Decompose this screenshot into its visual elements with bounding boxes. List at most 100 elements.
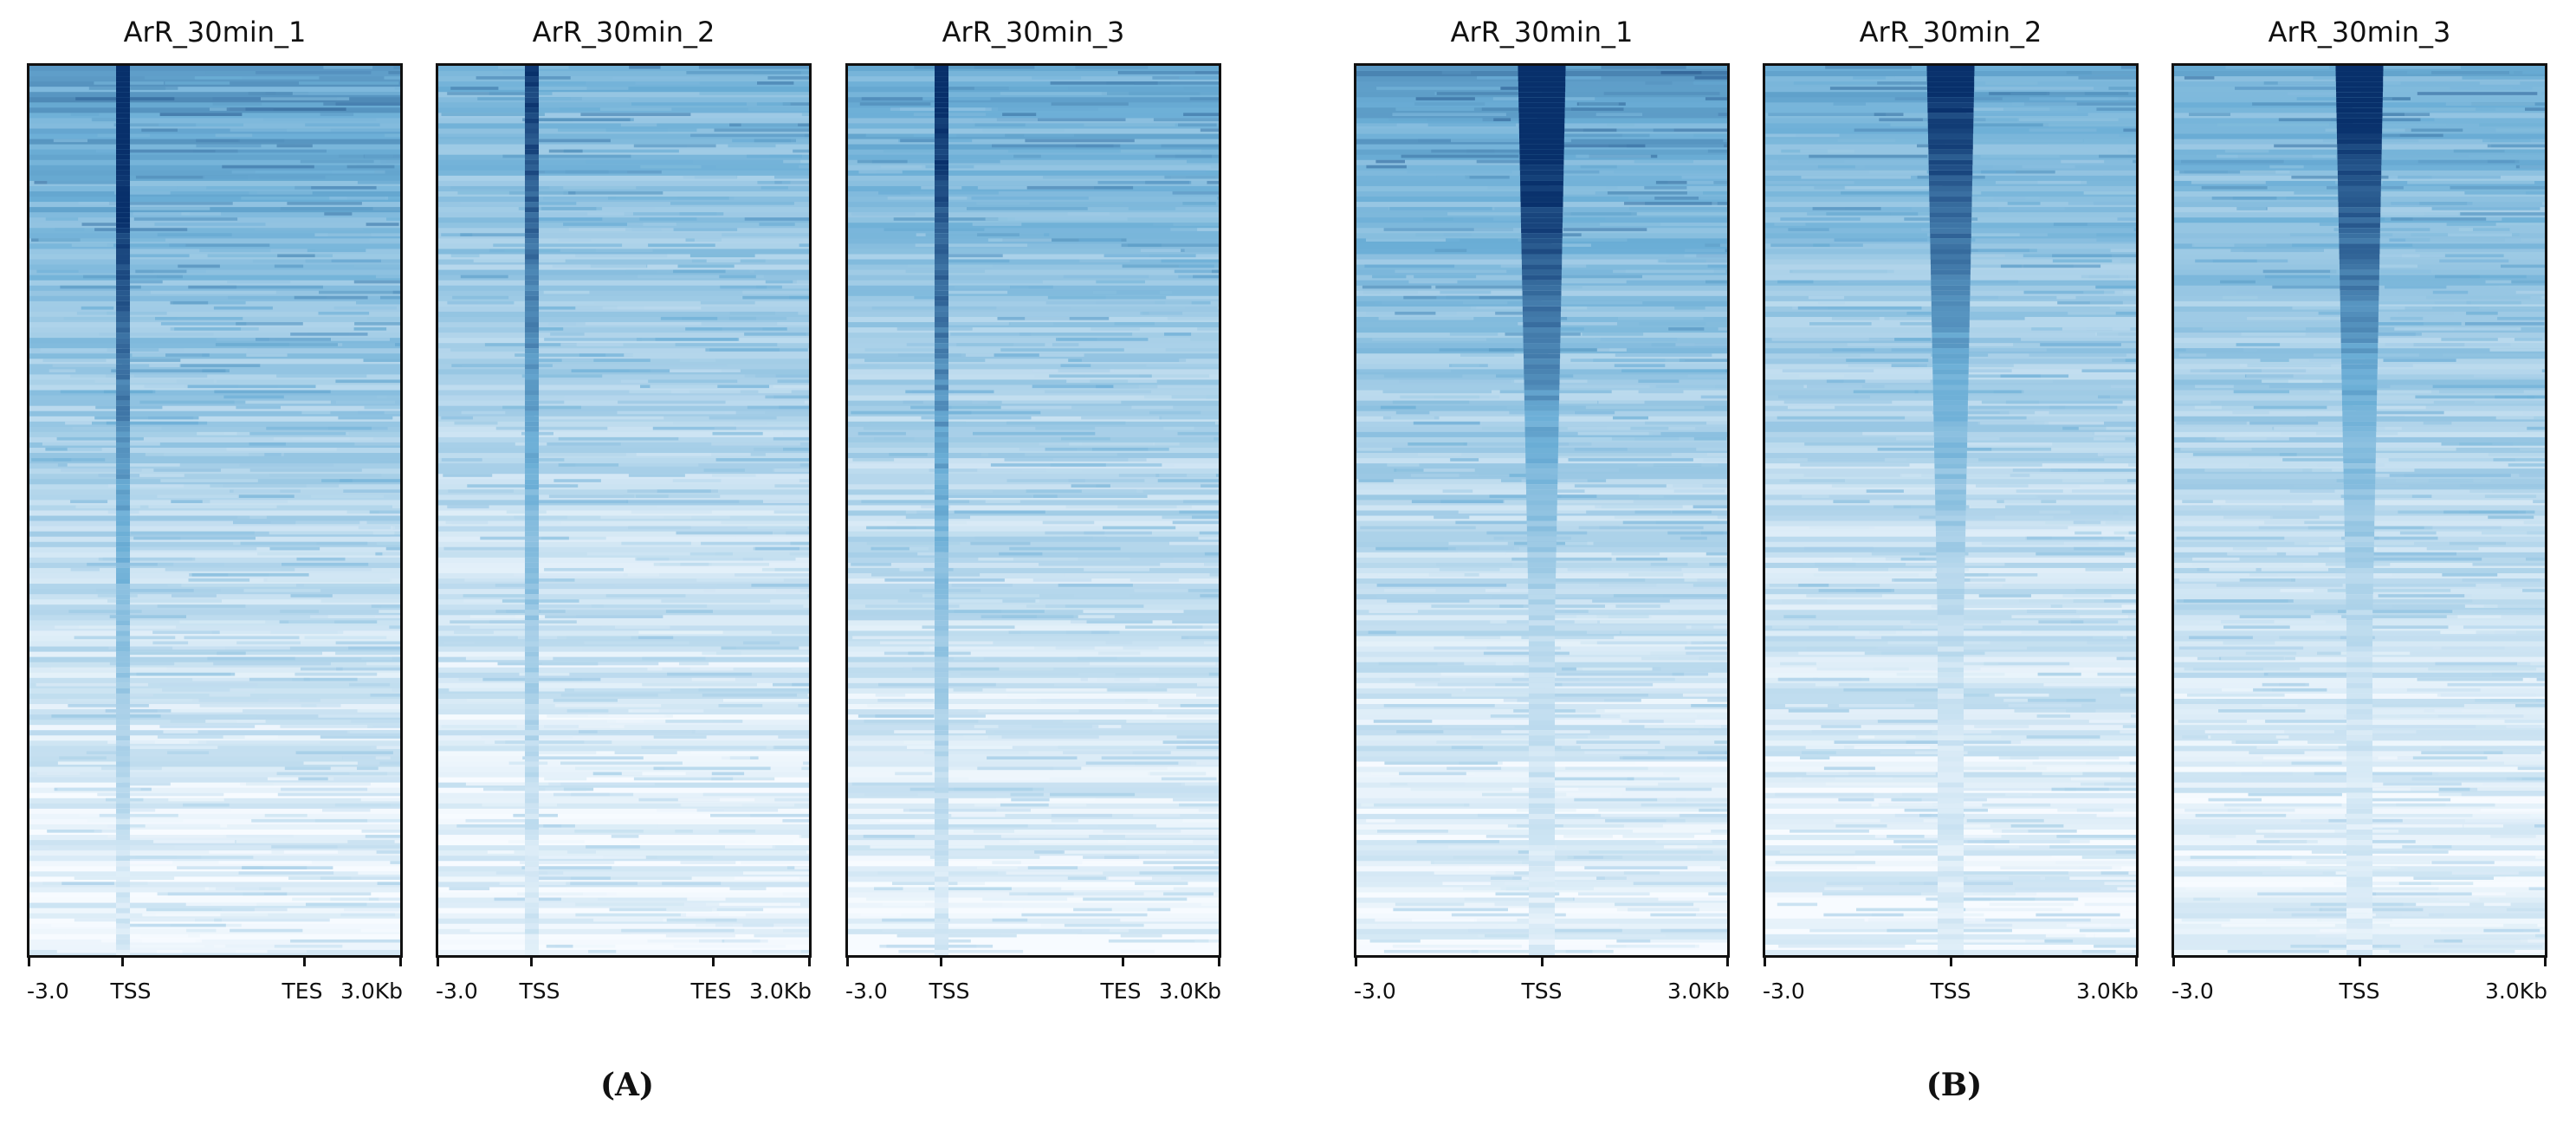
heatmap-streak bbox=[566, 887, 676, 891]
heatmap-streak bbox=[755, 374, 809, 378]
heatmap-streak bbox=[2128, 531, 2136, 535]
heatmap-streak bbox=[370, 693, 400, 697]
heatmap-peak bbox=[525, 405, 539, 412]
heatmap-streak bbox=[611, 835, 639, 838]
heatmap-streak bbox=[107, 740, 190, 744]
heatmap-peak bbox=[935, 66, 948, 72]
heatmap-row bbox=[438, 651, 809, 658]
heatmap-streak bbox=[2363, 118, 2421, 122]
heatmap-streak bbox=[870, 280, 933, 284]
heatmap-streak bbox=[960, 672, 1079, 676]
heatmap-streak bbox=[555, 944, 616, 948]
heatmap-streak bbox=[1376, 584, 1507, 587]
heatmap-streak bbox=[363, 359, 400, 362]
heatmap-streak bbox=[467, 484, 579, 488]
heatmap-row bbox=[438, 139, 809, 145]
heatmap-peak bbox=[1927, 113, 1974, 120]
heatmap-peak bbox=[1931, 264, 1971, 271]
heatmap-streak bbox=[2280, 620, 2372, 623]
heatmap-peak bbox=[935, 546, 948, 553]
heatmap-streak bbox=[1646, 66, 1727, 69]
heatmap-peak bbox=[525, 594, 539, 600]
heatmap-streak bbox=[152, 641, 189, 645]
heatmap-streak bbox=[124, 254, 190, 258]
heatmap-peak bbox=[1934, 479, 1967, 485]
heatmap-streak bbox=[1541, 746, 1581, 749]
heatmap-streak bbox=[1392, 944, 1522, 948]
heatmap-streak bbox=[1217, 197, 1219, 200]
heatmap-peak bbox=[1529, 808, 1555, 815]
heatmap-streak bbox=[1373, 720, 1433, 723]
heatmap-streak bbox=[696, 923, 733, 927]
heatmap-peak bbox=[935, 584, 948, 590]
heatmap-peak bbox=[525, 902, 539, 909]
heatmap-streak bbox=[290, 594, 333, 598]
heatmap-peak bbox=[525, 798, 539, 804]
heatmap-streak bbox=[2383, 359, 2456, 362]
heatmap-streak bbox=[1848, 364, 1919, 367]
heatmap-streak bbox=[1495, 892, 1560, 896]
heatmap-streak bbox=[2240, 170, 2290, 174]
heatmap-row bbox=[848, 379, 1219, 386]
heatmap-streak bbox=[2027, 536, 2125, 540]
heatmap-streak bbox=[2068, 923, 2134, 927]
heatmap-peak bbox=[1520, 217, 1563, 223]
heatmap-streak bbox=[541, 662, 659, 666]
heatmap-streak bbox=[2253, 688, 2327, 692]
heatmap-streak bbox=[124, 923, 226, 927]
heatmap-streak bbox=[36, 682, 148, 687]
heatmap-peak bbox=[525, 949, 539, 955]
heatmap-row bbox=[438, 489, 809, 495]
heatmap-peak bbox=[116, 400, 130, 407]
heatmap-streak bbox=[1083, 897, 1188, 901]
x-tick bbox=[712, 958, 715, 966]
heatmap-streak bbox=[2443, 510, 2535, 514]
heatmap-streak bbox=[563, 191, 663, 195]
heatmap-peak bbox=[525, 840, 539, 846]
heatmap-streak bbox=[752, 949, 809, 953]
heatmap-peak bbox=[116, 693, 130, 700]
heatmap-streak bbox=[1633, 830, 1727, 833]
heatmap-streak bbox=[878, 662, 978, 666]
heatmap-streak bbox=[2037, 672, 2081, 676]
heatmap-streak bbox=[209, 693, 251, 697]
heatmap-peak bbox=[2343, 468, 2376, 475]
heatmap-peak bbox=[1929, 207, 1972, 213]
heatmap-peak bbox=[1526, 494, 1557, 501]
heatmap-peak bbox=[1935, 510, 1966, 517]
heatmap-row bbox=[29, 275, 400, 281]
heatmap-streak bbox=[2437, 693, 2536, 697]
heatmap-streak bbox=[1705, 552, 1727, 556]
heatmap-peak bbox=[525, 76, 539, 82]
heatmap-streak bbox=[922, 400, 988, 404]
heatmap-streak bbox=[744, 333, 806, 336]
heatmap-peak bbox=[935, 735, 948, 741]
heatmap-row bbox=[848, 662, 1219, 669]
heatmap-peak bbox=[116, 154, 130, 161]
heatmap-streak bbox=[526, 484, 571, 488]
heatmap-streak bbox=[2434, 300, 2545, 305]
heatmap-peak bbox=[1929, 202, 1972, 208]
heatmap-streak bbox=[276, 772, 388, 776]
heatmap-streak bbox=[1395, 107, 1474, 111]
heatmap-streak bbox=[1808, 295, 1845, 300]
heatmap-streak bbox=[128, 589, 194, 592]
heatmap-streak bbox=[155, 316, 243, 320]
heatmap-peak bbox=[1524, 400, 1559, 407]
heatmap-streak bbox=[1173, 223, 1219, 226]
heatmap-streak bbox=[747, 405, 809, 410]
heatmap-peak bbox=[2344, 526, 2375, 533]
heatmap-streak bbox=[47, 830, 102, 833]
heatmap-streak bbox=[763, 500, 809, 504]
heatmap-streak bbox=[937, 259, 1010, 263]
heatmap-streak bbox=[101, 939, 202, 943]
heatmap-streak bbox=[801, 766, 809, 771]
heatmap-streak bbox=[662, 882, 722, 886]
heatmap-streak bbox=[1181, 636, 1219, 640]
heatmap-peak bbox=[1522, 306, 1562, 313]
heatmap-streak bbox=[1176, 735, 1219, 739]
heatmap-streak bbox=[2417, 159, 2520, 164]
heatmap-peak bbox=[935, 139, 948, 145]
heatmap-peak bbox=[1526, 526, 1557, 533]
heatmap-streak bbox=[1389, 677, 1440, 682]
